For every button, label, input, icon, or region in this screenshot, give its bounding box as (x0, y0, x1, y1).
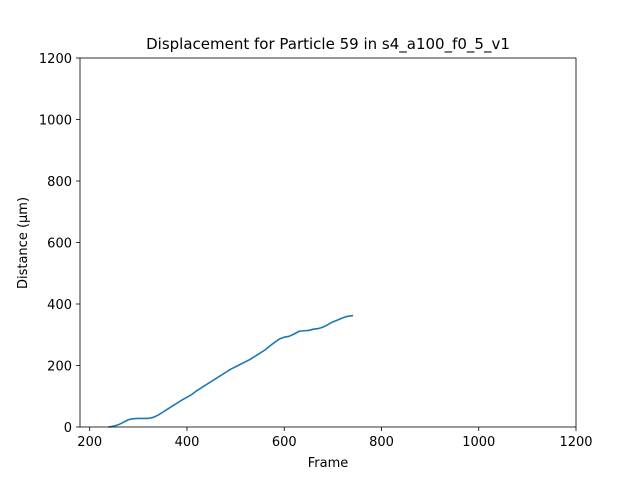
x-tick-label: 800 (369, 435, 394, 450)
plot-area (79, 57, 577, 428)
axes-frame (79, 57, 577, 428)
x-tick-label: 600 (272, 435, 297, 450)
y-tick-label: 1000 (39, 114, 72, 129)
x-tick-label: 1200 (559, 435, 592, 450)
x-tick-label: 200 (77, 435, 102, 450)
y-tick-label: 800 (47, 175, 72, 190)
x-tick-label: 400 (175, 435, 200, 450)
y-tick-label: 200 (47, 360, 72, 375)
y-tick-label: 0 (64, 421, 72, 436)
series-line-0 (108, 314, 354, 428)
y-tick-label: 1200 (39, 52, 72, 67)
x-axis-ticks: 200 400 600 800 1000 1200 (77, 427, 593, 450)
y-tick-label: 600 (47, 237, 72, 252)
y-axis-title: Distance (µm) (16, 197, 31, 289)
y-axis-ticks: 0 200 400 600 800 1000 1200 (39, 52, 80, 436)
chart-title: Displacement for Particle 59 in s4_a100_… (146, 35, 510, 54)
x-tick-label: 1000 (462, 435, 495, 450)
y-tick-label: 400 (47, 298, 72, 313)
x-axis-title: Frame (308, 456, 349, 471)
